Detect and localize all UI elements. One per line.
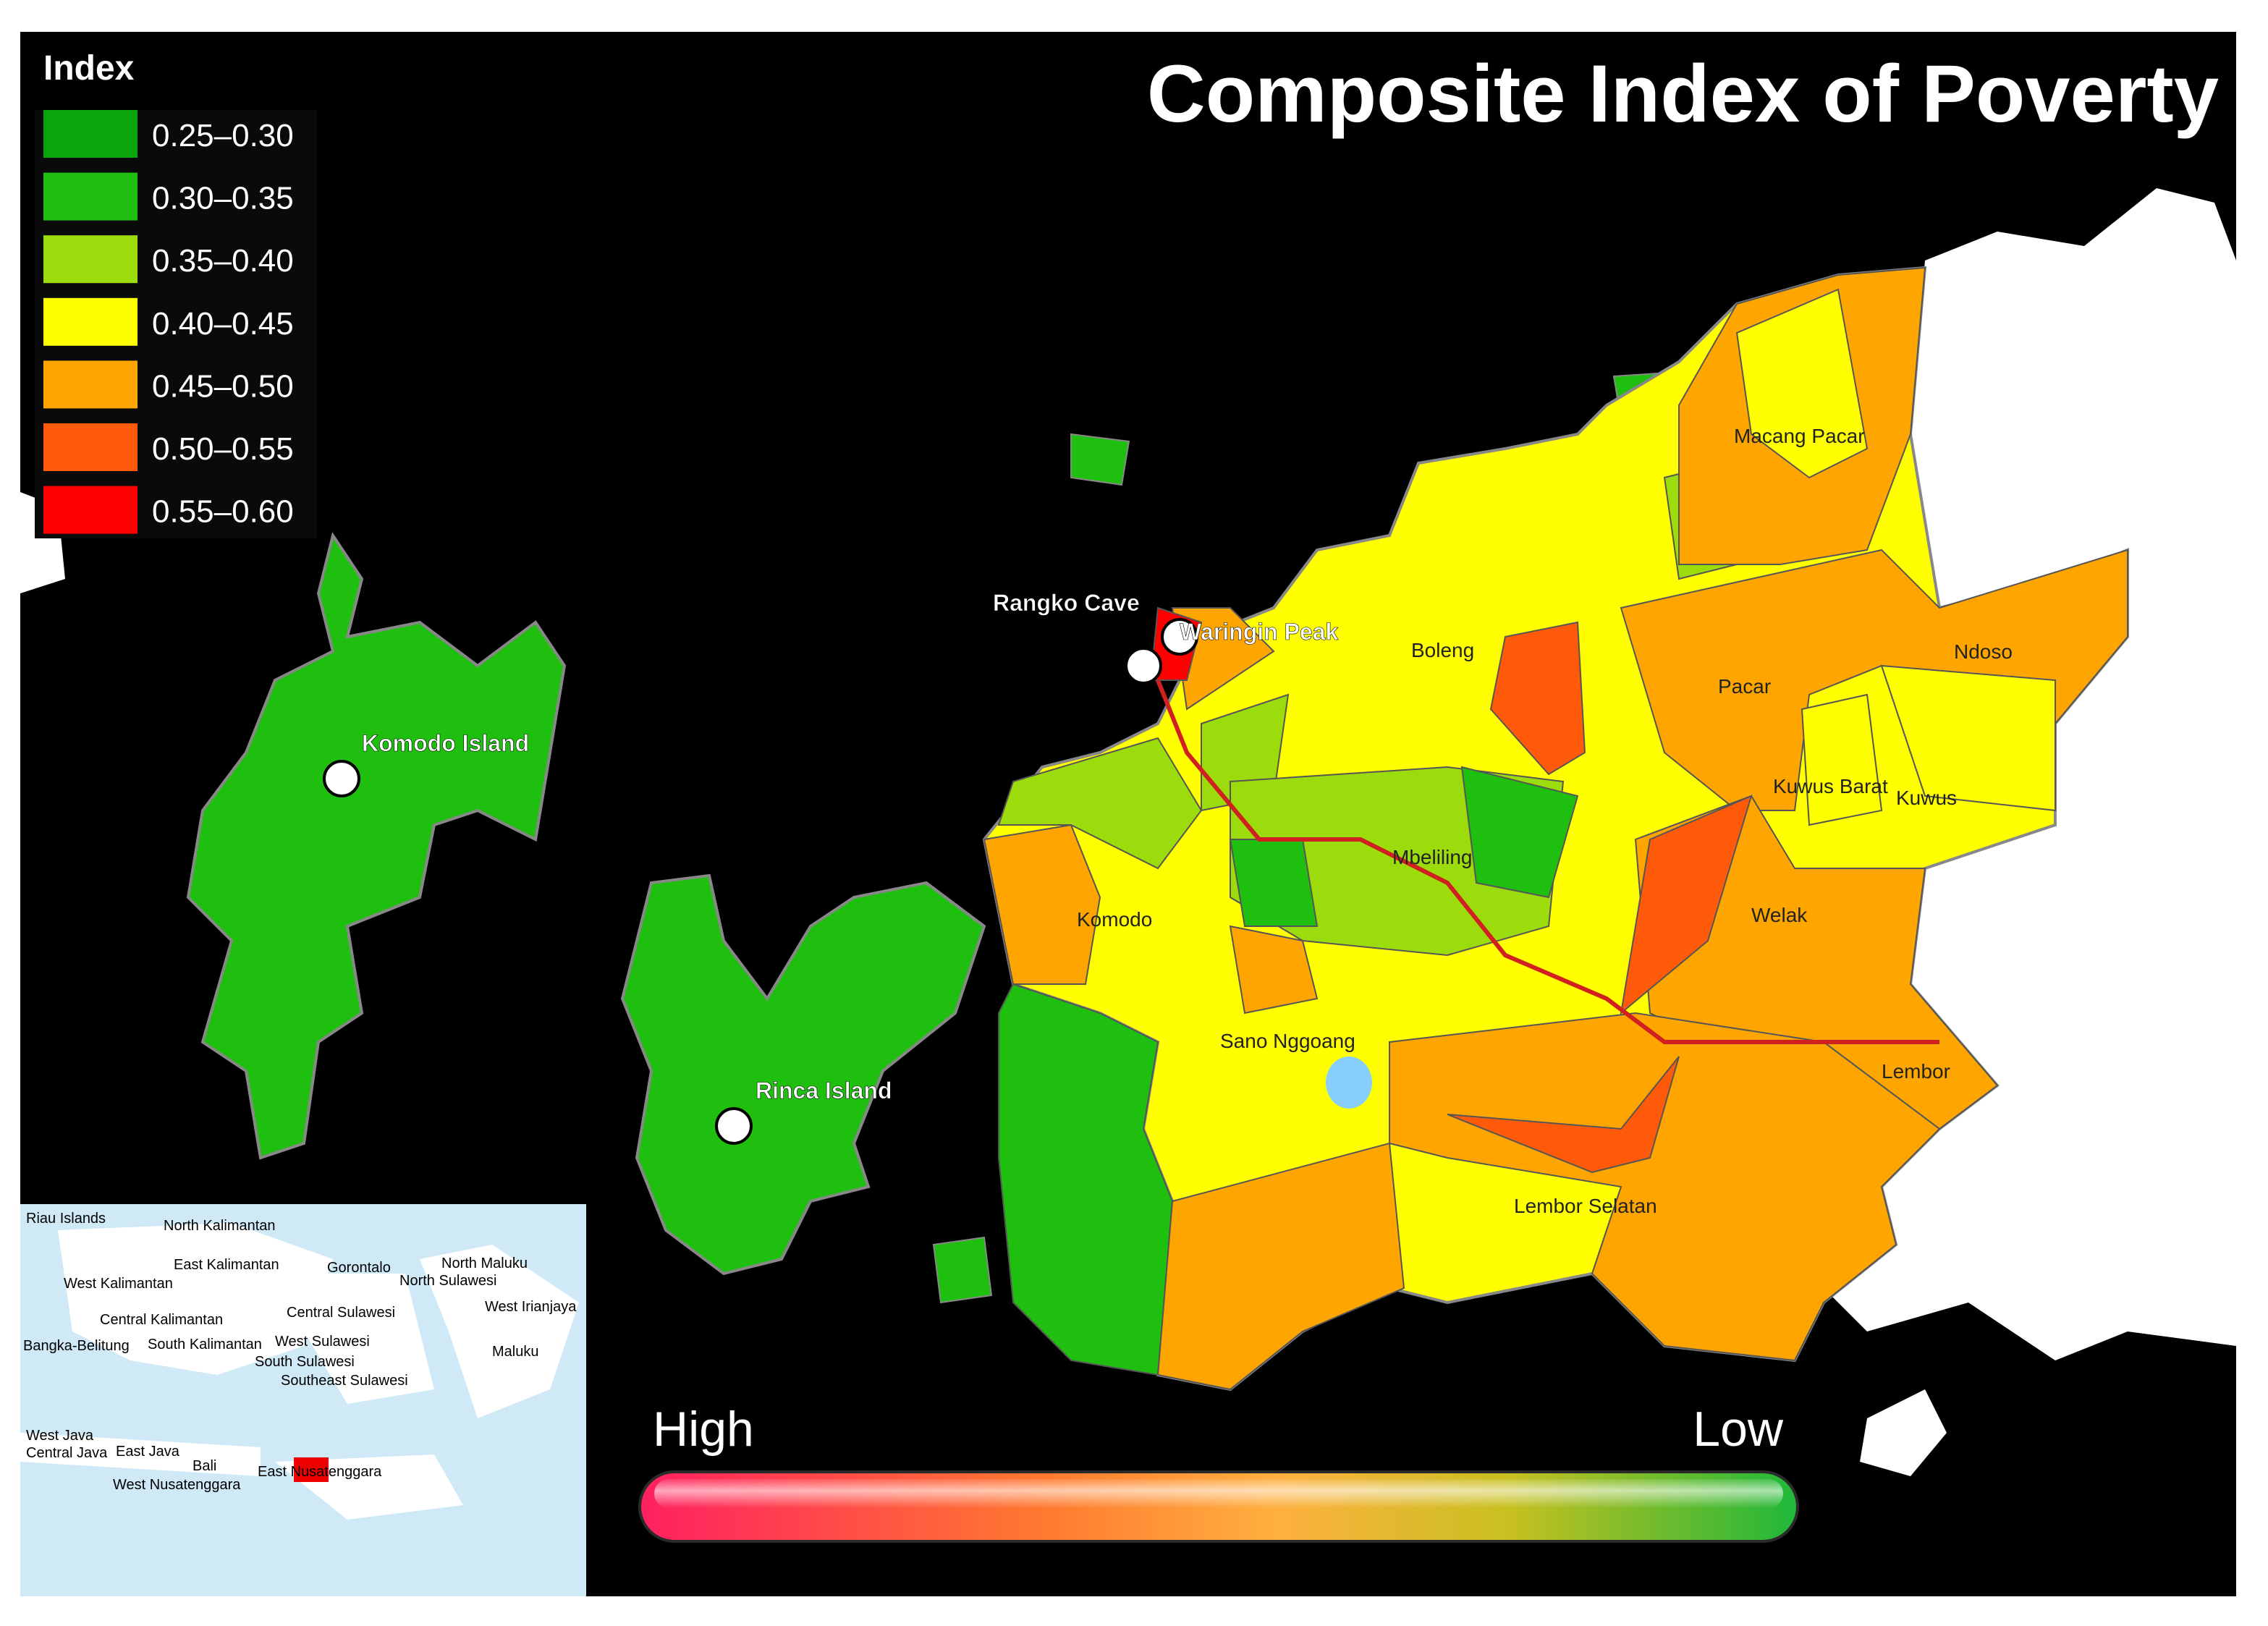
inset-label: Bangka-Belitung [23,1338,130,1354]
legend-label: 0.40–0.45 [152,306,294,342]
legend-swatch [43,235,137,284]
inset-label: Central Kalimantan [100,1312,223,1328]
cave-markers [323,618,1198,1145]
district-label: Macang Pacar [1734,425,1865,447]
district [1489,621,1586,776]
district [1447,1056,1680,1174]
rinca-island [620,873,986,1276]
district [1389,1012,1941,1362]
district-label: Kuwus Barat [1773,775,1888,797]
scale-low: Low [1693,1402,1784,1457]
legend-swatch [43,172,137,221]
inset-highlight [294,1457,329,1482]
district-label: Kuwus [1896,787,1957,809]
district-label: Mbeliling [1392,846,1473,868]
district-label: Ndoso [1954,640,2013,663]
legend-label: 0.45–0.50 [152,368,294,404]
islet [1860,1389,1947,1476]
district-label: Lembor Selatan [1514,1195,1657,1217]
inset-label: Bali [192,1458,216,1474]
district-label: Welak [1751,904,1808,926]
district-label: Sano Nggoang [1220,1030,1355,1052]
district [1801,693,1883,826]
district [1735,288,1869,479]
inset-map: Riau Islands North Kalimantan East Kaliman… [20,1204,586,1596]
inset-label: Southeast Sulawesi [281,1373,408,1389]
legend-title: Index [43,49,135,88]
legend-label: 0.30–0.35 [152,181,294,216]
district [1156,1142,1405,1391]
inset-label: West Java [26,1428,94,1444]
inset-label: North Maluku [441,1256,528,1271]
legend-swatch [43,360,137,409]
legend-label: 0.50–0.55 [152,431,294,467]
place-label: Rangko Cave [993,590,1140,616]
islet [932,1236,993,1304]
district-label: Boleng [1411,639,1474,661]
road [1156,679,1939,1044]
legend-swatch [43,297,137,346]
district [983,823,1101,985]
place-label: Komodo Island [362,730,529,756]
inset-label: Gorontalo [327,1260,391,1276]
district-label: Komodo [1077,908,1152,931]
district [1460,766,1579,899]
map-title: Composite Index of Poverty [1147,48,2219,139]
inset-label: Central Java [26,1445,108,1461]
lake [1326,1057,1372,1109]
inset-label: West Nusatenggara [113,1477,241,1493]
district [1880,664,2056,812]
place-label: Rinca Island [756,1077,892,1104]
inset-label: South Sulawesi [255,1354,355,1370]
inset-label: Maluku [492,1344,538,1360]
inset-label: North Sulawesi [399,1273,497,1289]
inset-label: East Nusatenggara [258,1464,382,1480]
legend-label: 0.55–0.60 [152,494,294,530]
scale-shine [654,1479,1783,1508]
inset-label: West Kalimantan [64,1276,173,1292]
inset-label: East Kalimantan [174,1257,279,1273]
komodo-island [186,532,567,1160]
district [1229,839,1319,927]
inset-label: North Kalimantan [164,1218,276,1234]
district-label: Lembor [1882,1060,1950,1083]
inset-label: Riau Islands [26,1211,106,1227]
legend: Index 0.25–0.30 0.30–0.35 0.35–0.40 0.40–0.… [35,49,317,538]
district-label: Pacar [1718,675,1771,698]
inset-label: East Java [116,1444,180,1460]
inset-land [20,1223,579,1520]
legend-swatch [43,486,137,534]
place-label: Waringin Peak [1180,619,1339,645]
legend-swatch [43,110,137,158]
scale-high: High [653,1402,754,1457]
district [1229,925,1319,1015]
inset-label: West Irianjaya [485,1299,577,1315]
islet [1070,433,1130,486]
district [1620,795,1753,1015]
district [997,737,1203,870]
legend-label: 0.35–0.40 [152,243,294,279]
inset-label: Central Sulawesi [287,1305,395,1321]
inset-label: South Kalimantan [148,1337,262,1352]
legend-swatch [43,423,137,471]
inset-label: West Sulawesi [275,1334,370,1350]
legend-label: 0.25–0.30 [152,118,294,153]
